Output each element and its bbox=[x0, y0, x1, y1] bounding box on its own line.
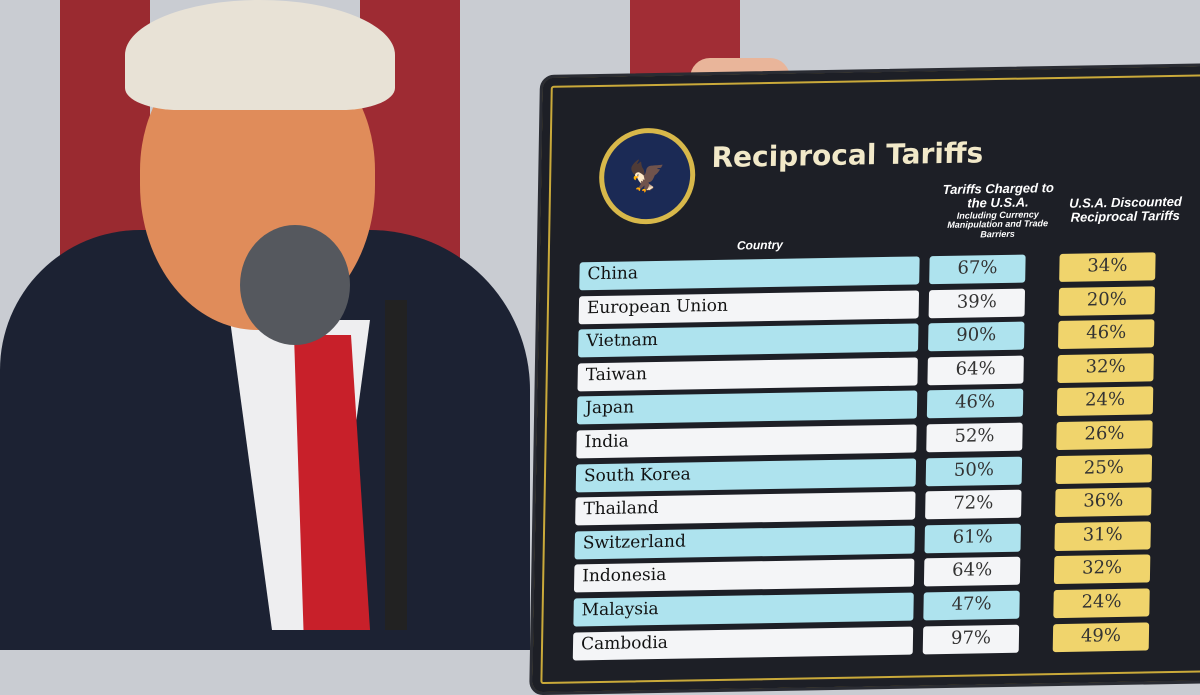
table-row: Switzerland bbox=[574, 525, 915, 560]
country-cell: Malaysia bbox=[573, 592, 914, 627]
col-charged-title: Tariffs Charged to the U.S.A. bbox=[942, 180, 1055, 211]
tariff-board: 🦅 Reciprocal Tariffs Country Tariffs Cha… bbox=[529, 62, 1200, 695]
charged-cell: 72% bbox=[925, 489, 1022, 520]
table-row: Japan bbox=[576, 390, 918, 425]
country-cell: Indonesia bbox=[573, 558, 915, 593]
country-cell: Vietnam bbox=[578, 323, 919, 358]
board-title: Reciprocal Tariffs bbox=[711, 136, 984, 175]
country-cell: Taiwan bbox=[577, 357, 918, 392]
charged-cell: 64% bbox=[927, 355, 1024, 386]
reciprocal-cell: 46% bbox=[1057, 319, 1155, 350]
country-cell: Thailand bbox=[575, 491, 916, 526]
reciprocal-cell: 49% bbox=[1052, 622, 1150, 652]
reciprocal-cell: 31% bbox=[1054, 521, 1151, 551]
charged-cell: 61% bbox=[924, 523, 1021, 554]
country-cell: China bbox=[579, 256, 920, 291]
presidential-seal-icon: 🦅 bbox=[598, 127, 697, 226]
table-row: South Korea bbox=[575, 458, 917, 493]
reciprocal-cell: 36% bbox=[1055, 487, 1152, 518]
table-row: European Union bbox=[578, 290, 920, 324]
microphone bbox=[240, 225, 350, 345]
country-cell: European Union bbox=[578, 290, 920, 324]
table-row: Indonesia bbox=[573, 558, 915, 593]
country-cell: Switzerland bbox=[574, 525, 915, 560]
charged-cell: 97% bbox=[922, 624, 1020, 654]
table-row: Taiwan bbox=[577, 357, 918, 392]
country-cell: Japan bbox=[576, 390, 918, 425]
table-row: India bbox=[576, 424, 917, 459]
table-row: Cambodia bbox=[572, 626, 914, 661]
reciprocal-cell: 20% bbox=[1058, 285, 1156, 316]
speaker bbox=[0, 0, 560, 650]
table-row: China bbox=[579, 256, 920, 291]
table-row: Vietnam bbox=[578, 323, 919, 358]
charged-cell: 90% bbox=[927, 321, 1025, 352]
col-country-header: Country bbox=[736, 237, 784, 253]
charged-cell: 64% bbox=[923, 557, 1021, 587]
country-cell: Cambodia bbox=[572, 626, 914, 661]
mic-stand bbox=[385, 300, 407, 630]
charged-cell: 39% bbox=[928, 288, 1026, 318]
charged-cell: 52% bbox=[926, 422, 1023, 453]
col-charged-header: Tariffs Charged to the U.S.A. Including … bbox=[935, 180, 1061, 241]
table-row: Malaysia bbox=[573, 592, 914, 627]
reciprocal-cell: 24% bbox=[1056, 386, 1154, 417]
reciprocal-cell: 25% bbox=[1055, 453, 1153, 484]
country-cell: South Korea bbox=[575, 458, 917, 493]
reciprocal-cell: 32% bbox=[1057, 353, 1154, 383]
col-reciprocal-header: U.S.A. Discounted Reciprocal Tariffs bbox=[1069, 193, 1182, 226]
charged-cell: 46% bbox=[926, 388, 1024, 419]
reciprocal-cell: 24% bbox=[1053, 588, 1150, 619]
reciprocal-cell: 32% bbox=[1053, 554, 1151, 585]
charged-cell: 50% bbox=[925, 456, 1023, 486]
reciprocal-cell: 26% bbox=[1056, 420, 1153, 451]
charged-cell: 67% bbox=[929, 254, 1026, 285]
charged-cell: 47% bbox=[923, 590, 1020, 621]
reciprocal-cell: 34% bbox=[1059, 252, 1156, 282]
country-cell: India bbox=[576, 424, 917, 459]
table-row: Thailand bbox=[575, 491, 916, 526]
col-charged-sub: Including Currency Manipulation and Trad… bbox=[947, 208, 1049, 240]
hair bbox=[125, 0, 395, 110]
